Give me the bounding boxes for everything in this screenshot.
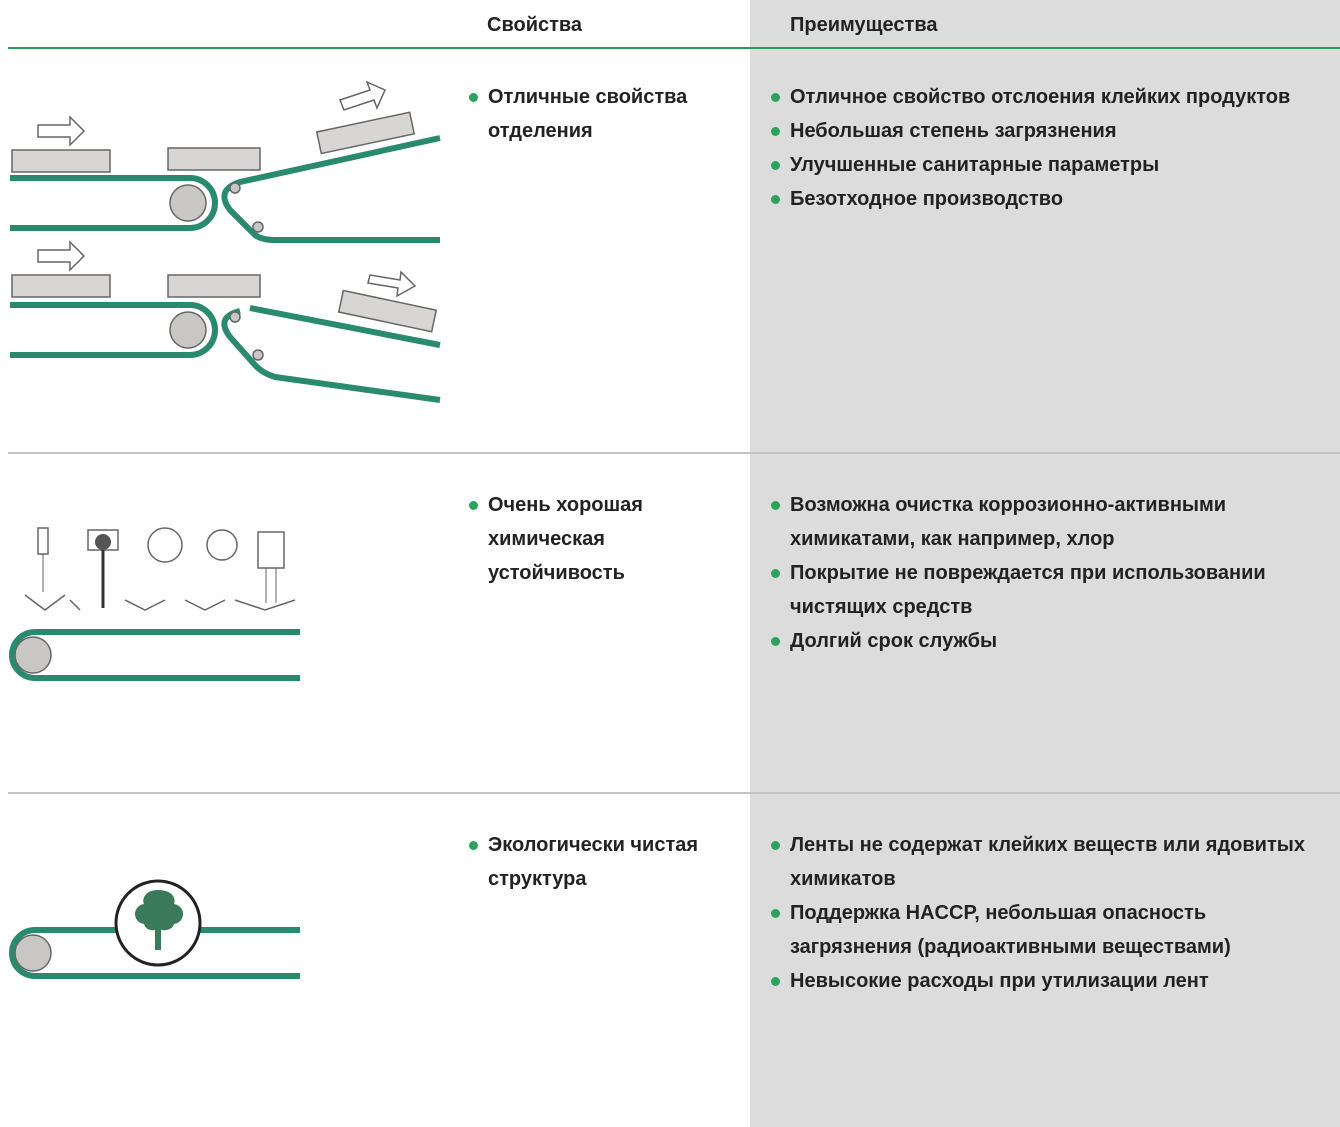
header-properties: Свойства xyxy=(487,14,583,36)
advantage-item: Безотходное производство xyxy=(770,182,1330,216)
properties-list: Отличные свойства отделения xyxy=(468,80,730,148)
row-separator xyxy=(8,792,1340,794)
properties-list: Экологически чистая структура xyxy=(468,828,730,896)
item-text: Поддержка HACCP, небольшая опасность заг… xyxy=(790,902,1231,958)
release-bottom xyxy=(10,240,441,403)
header-rule xyxy=(8,47,1340,49)
properties-list: Очень хорошая химическая устойчивость xyxy=(468,488,730,590)
item-text: Покрытие не повреждается при использован… xyxy=(790,562,1266,618)
row-separator xyxy=(8,452,1340,454)
bullet xyxy=(771,93,780,102)
propertie-item: Очень хорошая химическая устойчивость xyxy=(468,488,730,590)
release-illustration xyxy=(10,80,441,403)
advantage-item: Небольшая степень загрязнения xyxy=(770,114,1330,148)
bullet xyxy=(469,501,478,510)
item-text: Долгий срок службы xyxy=(790,630,998,652)
bullet xyxy=(771,195,780,204)
item-text: Невысокие расходы при утилизации лент xyxy=(790,970,1209,992)
item-text: Отличные свойства отделения xyxy=(488,86,688,142)
item-text: Улучшенные санитарные параметры xyxy=(790,154,1160,176)
bullet xyxy=(469,93,478,102)
bullet xyxy=(771,501,780,510)
bullet xyxy=(771,127,780,136)
bullet xyxy=(771,977,780,986)
item-text: Ленты не содержат клейких веществ или яд… xyxy=(790,834,1305,890)
advantages-column-bg xyxy=(750,0,1340,1127)
item-text: Очень хорошая химическая устойчивость xyxy=(488,494,643,584)
bullet xyxy=(771,637,780,646)
advantage-item: Поддержка HACCP, небольшая опасность заг… xyxy=(770,896,1330,964)
release-top xyxy=(10,80,441,243)
advantage-item: Ленты не содержат клейких веществ или яд… xyxy=(770,828,1330,896)
advantages-list: Отличное свойство отслоения клейких прод… xyxy=(770,80,1330,216)
item-text: Безотходное производство xyxy=(790,188,1064,210)
item-text: Отличное свойство отслоения клейких прод… xyxy=(790,86,1291,108)
propertie-item: Отличные свойства отделения xyxy=(468,80,730,148)
advantage-item: Невысокие расходы при утилизации лент xyxy=(770,964,1330,998)
bullet xyxy=(771,569,780,578)
advantage-item: Возможна очистка коррозионно-активными х… xyxy=(770,488,1330,556)
item-text: Небольшая степень загрязнения xyxy=(790,120,1117,142)
item-text: Возможна очистка коррозионно-активными х… xyxy=(790,494,1227,550)
advantage-item: Покрытие не повреждается при использован… xyxy=(770,556,1330,624)
bullet xyxy=(771,841,780,850)
advantages-list: Возможна очистка коррозионно-активными х… xyxy=(770,488,1330,658)
advantages-list: Ленты не содержат клейких веществ или яд… xyxy=(770,828,1330,998)
eco-illustration xyxy=(9,879,300,979)
advantage-item: Долгий срок службы xyxy=(770,624,1330,658)
bullet xyxy=(469,841,478,850)
advantage-item: Отличное свойство отслоения клейких прод… xyxy=(770,80,1330,114)
advantage-item: Улучшенные санитарные параметры xyxy=(770,148,1330,182)
propertie-item: Экологически чистая структура xyxy=(468,828,730,896)
bullet xyxy=(771,161,780,170)
bullet xyxy=(771,909,780,918)
chemical-illustration xyxy=(9,527,300,681)
header-advantages: Преимущества xyxy=(790,14,938,36)
item-text: Экологически чистая структура xyxy=(488,834,699,890)
